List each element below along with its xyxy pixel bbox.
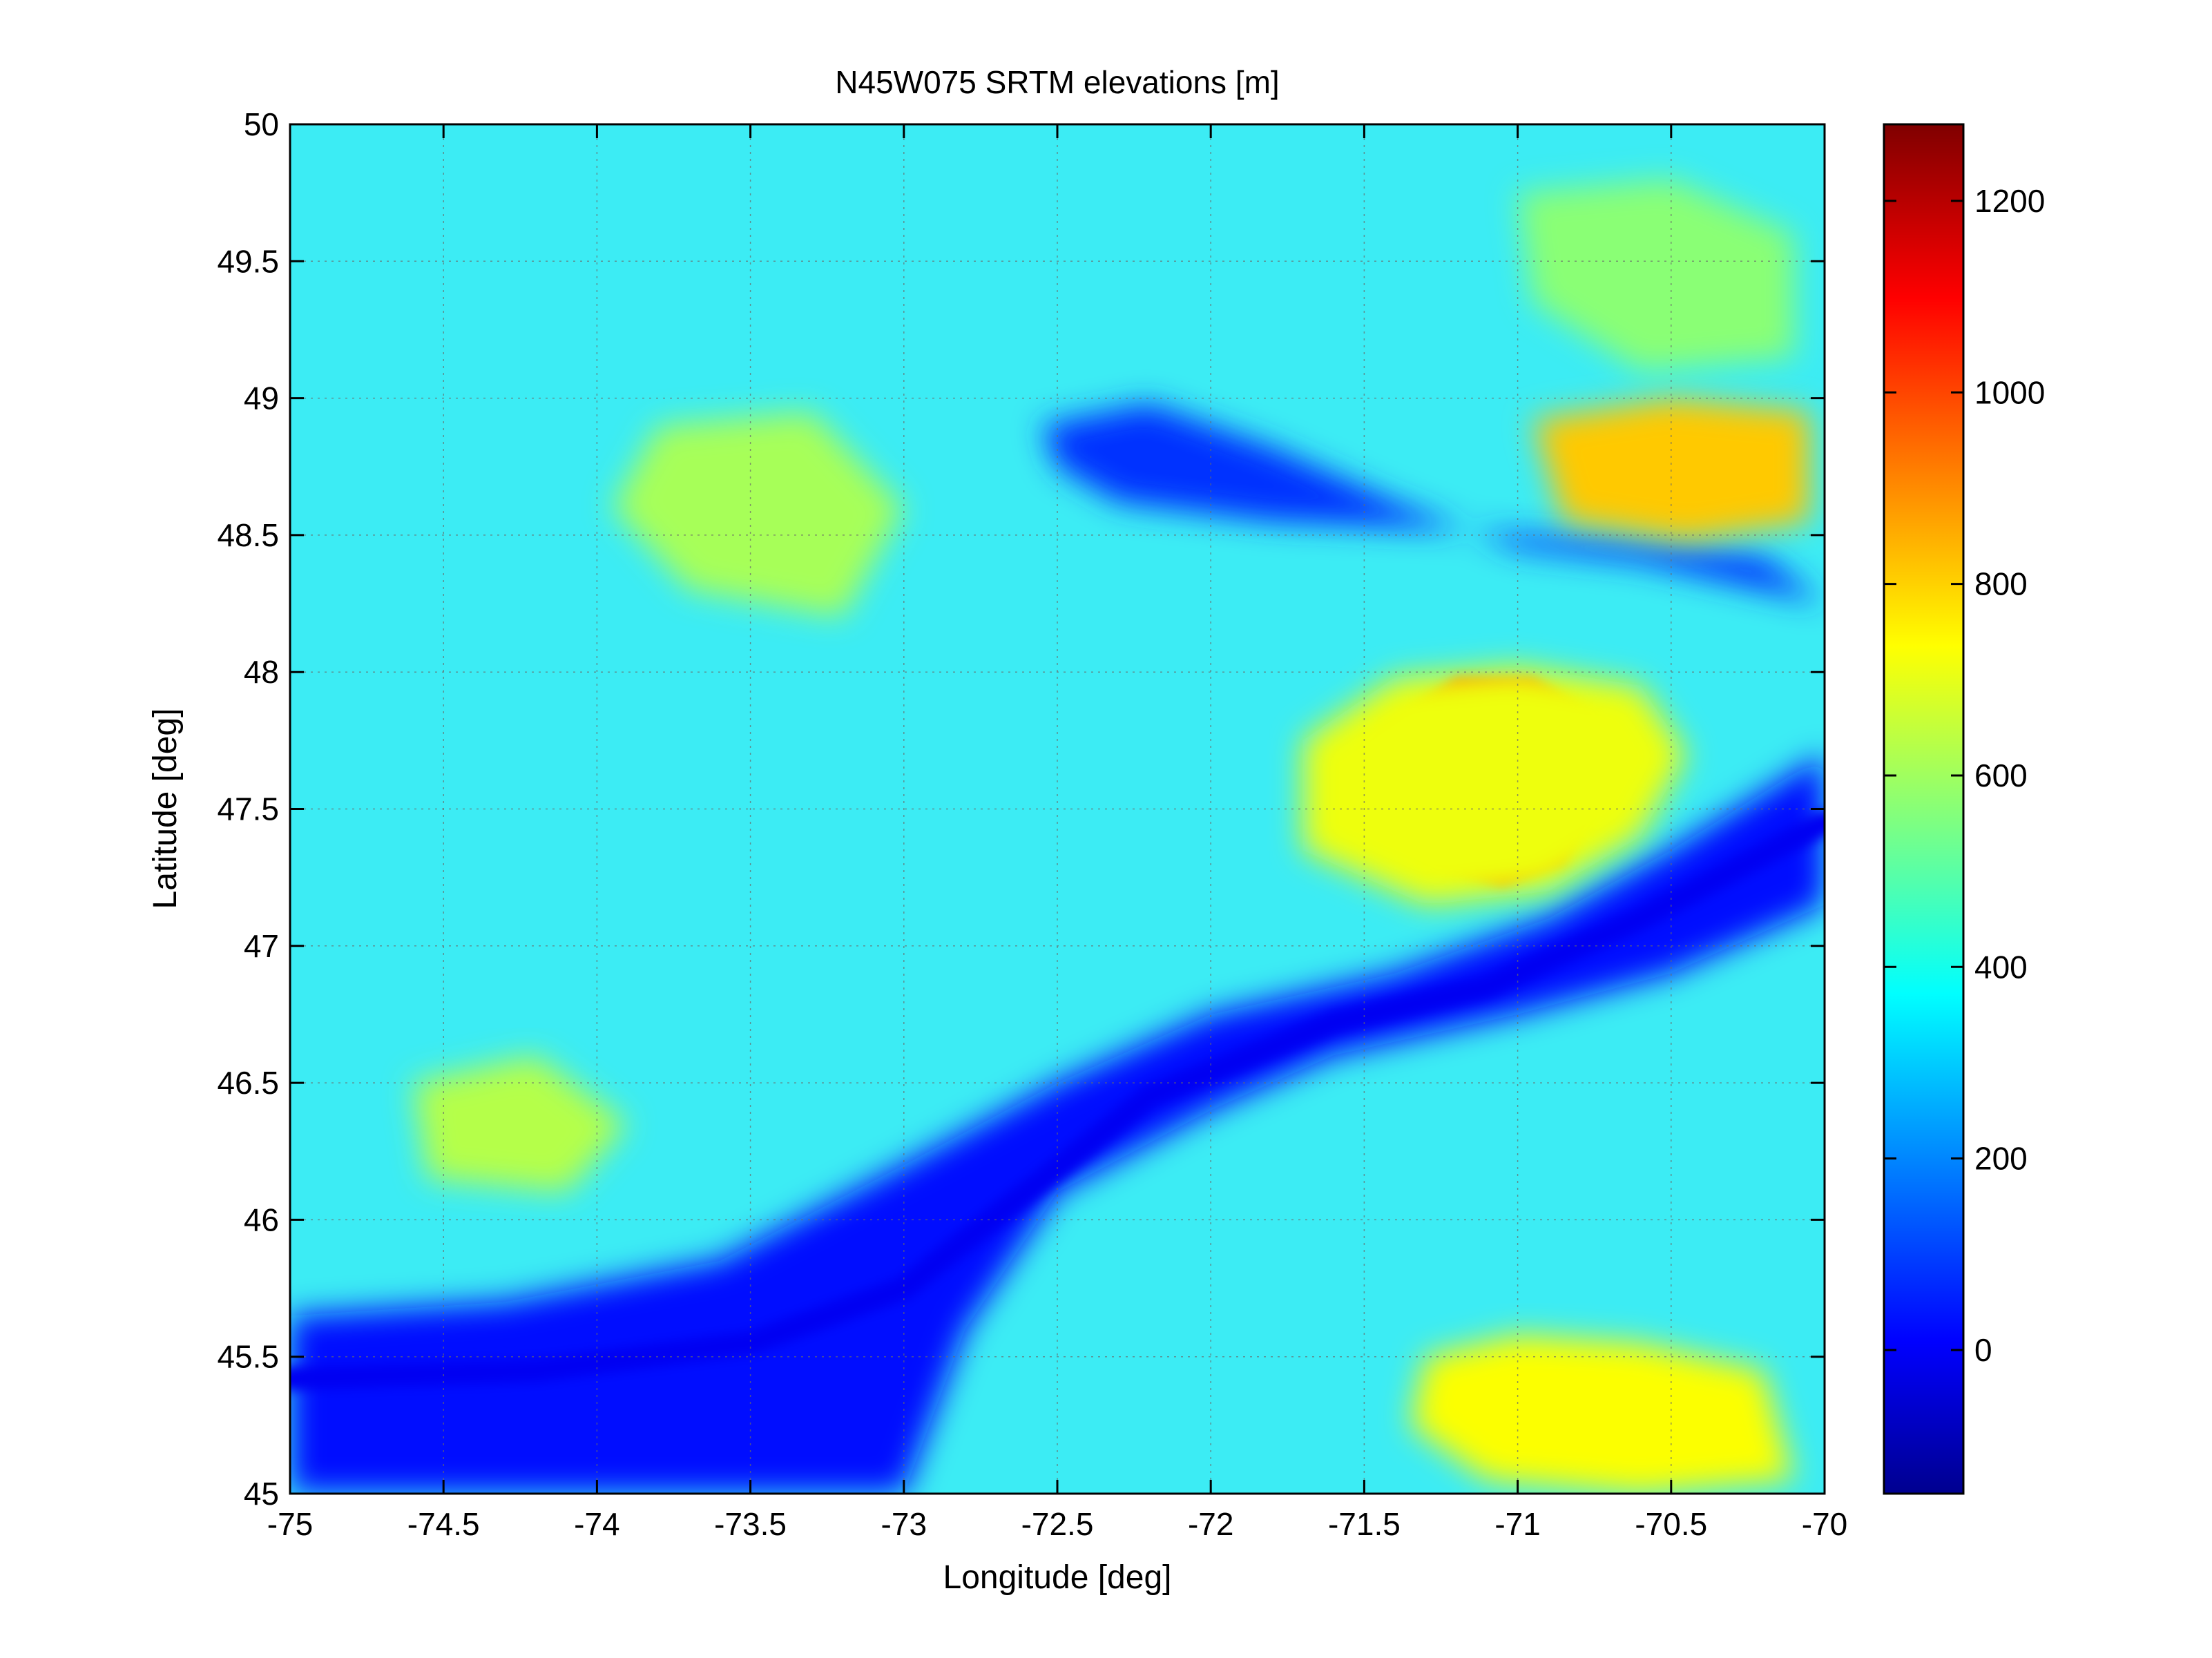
colorbar-tick-label: 0 xyxy=(1974,1332,1992,1368)
colorbar-frame xyxy=(1883,123,1965,1495)
terrain-upland-5 xyxy=(1532,398,1809,541)
y-tick-label: 47 xyxy=(244,928,279,964)
x-tick-label: -72.5 xyxy=(1021,1506,1094,1542)
x-tick-label: -70.5 xyxy=(1635,1506,1707,1542)
colorbar-tick-label: 1200 xyxy=(1974,183,2045,219)
y-tick-label: 48 xyxy=(244,654,279,690)
y-axis-ticks: 45 45.5 46 46.5 47 47.5 48 48.5 49 49.5 50 xyxy=(217,106,1825,1512)
terrain-upland-7 xyxy=(612,412,904,617)
colorbar-tick-label: 1000 xyxy=(1974,374,2045,410)
x-tick-label: -75 xyxy=(267,1506,313,1542)
x-tick-label: -71 xyxy=(1494,1506,1540,1542)
colorbar-tick-label: 400 xyxy=(1974,949,2028,985)
terrain-lake-2 xyxy=(1041,403,1825,604)
colorbar-tick-label: 600 xyxy=(1974,758,2028,793)
colorbar-tick-label: 200 xyxy=(1974,1141,2028,1177)
terrain-lowland-0 xyxy=(290,754,1825,1494)
y-tick-label: 46 xyxy=(244,1202,279,1237)
x-tick-label: -73 xyxy=(881,1506,927,1542)
terrain-upland-4 xyxy=(1302,666,1686,905)
x-tick-label: -70 xyxy=(1802,1506,1847,1542)
y-tick-label: 48.5 xyxy=(217,517,279,553)
x-tick-label: -71.5 xyxy=(1328,1506,1401,1542)
terrain-upland-6 xyxy=(1410,1335,1794,1494)
y-axis-label: Latitude [deg] xyxy=(147,708,184,909)
colorbar-gradient xyxy=(1884,124,1963,1494)
colorbar: 0 200 400 600 800 1000 1200 xyxy=(1883,123,2045,1495)
y-tick-label: 45.5 xyxy=(217,1339,279,1375)
colorbar-ticks: 0 200 400 600 800 1000 1200 xyxy=(1884,183,2045,1368)
x-tick-label: -74 xyxy=(574,1506,619,1542)
x-tick-label: -74.5 xyxy=(407,1506,480,1542)
y-tick-label: 50 xyxy=(244,106,279,142)
terrain-upland-9 xyxy=(1517,179,1794,371)
chart-title: N45W075 SRTM elevations [m] xyxy=(835,64,1279,100)
y-tick-label: 49.5 xyxy=(217,243,279,279)
x-tick-label: -73.5 xyxy=(714,1506,787,1542)
grid-lines xyxy=(290,124,1825,1494)
x-axis-ticks: -75 -74.5 -74 -73.5 -73 -72.5 -72 -71.5 -71 -70.5… xyxy=(267,124,1847,1542)
x-axis-label: Longitude [deg] xyxy=(943,1559,1172,1596)
y-tick-label: 46.5 xyxy=(217,1065,279,1101)
terrain-upland-8 xyxy=(412,1055,628,1193)
colorbar-tick-label: 800 xyxy=(1974,566,2028,602)
x-tick-label: -72 xyxy=(1188,1506,1233,1542)
plot-area: -75 -74.5 -74 -73.5 -73 -72.5 -72 -71.5 -71 -70.5… xyxy=(217,106,1847,1542)
y-tick-label: 47.5 xyxy=(217,791,279,827)
terrain-layer xyxy=(290,179,1825,1494)
y-tick-label: 49 xyxy=(244,380,279,416)
y-tick-label: 45 xyxy=(244,1476,279,1512)
